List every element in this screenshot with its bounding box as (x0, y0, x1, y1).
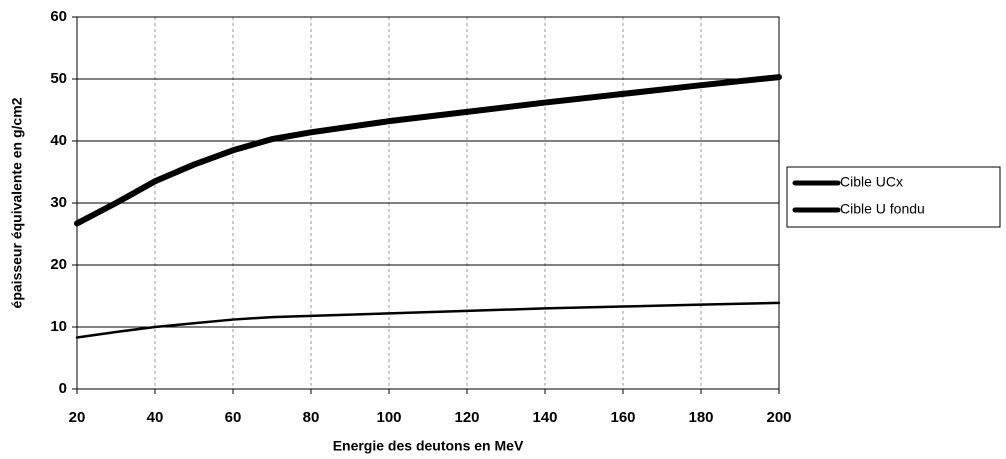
y-tick-label: 30 (50, 194, 67, 211)
x-tick-label: 180 (688, 409, 713, 426)
series-line (74, 74, 782, 227)
x-tick-label: 120 (454, 409, 479, 426)
x-tick-label: 40 (147, 409, 164, 426)
y-tick-label: 0 (59, 380, 67, 397)
legend-label: Cible UCx (840, 174, 903, 190)
x-tick-label: 60 (225, 409, 242, 426)
plot-frame (76, 16, 780, 390)
x-tick-label: 20 (69, 409, 86, 426)
legend-box (786, 166, 1001, 228)
y-tick-label: 20 (50, 256, 67, 273)
x-tick-label: 80 (303, 409, 320, 426)
legend-label: Cible U fondu (840, 201, 925, 217)
x-tick-label: 160 (610, 409, 635, 426)
x-tick-label: 140 (532, 409, 557, 426)
y-axis-label: épaisseur équivalente en g/cm2 (9, 97, 25, 308)
x-tick-label: 200 (766, 409, 791, 426)
y-tick-label: 40 (50, 132, 67, 149)
y-tick-label: 60 (50, 8, 67, 25)
x-axis-label: Energie des deutons en MeV (333, 438, 524, 454)
series-line (75, 301, 781, 339)
x-tick-label: 100 (376, 409, 401, 426)
y-tick-label: 50 (50, 70, 67, 87)
y-tick-label: 10 (50, 318, 67, 335)
